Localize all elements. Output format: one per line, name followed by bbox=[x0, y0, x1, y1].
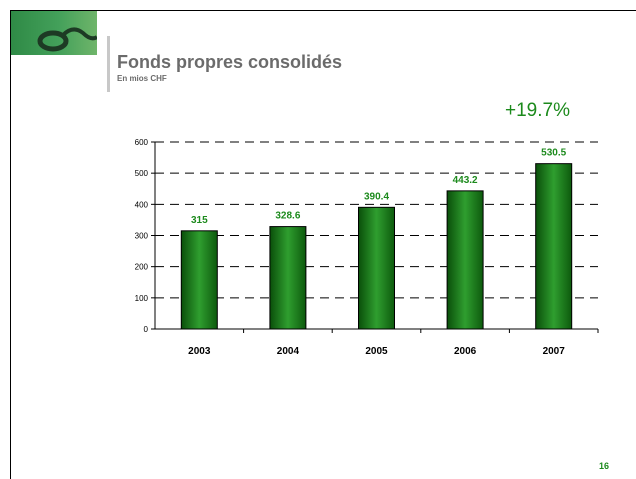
bar-2004 bbox=[269, 226, 307, 330]
y-tick-label: 600 bbox=[135, 138, 149, 147]
y-tick-label: 0 bbox=[144, 325, 149, 334]
bar-2003 bbox=[180, 230, 218, 330]
company-logo bbox=[11, 11, 97, 55]
x-tick-label: 2005 bbox=[365, 346, 388, 357]
bar-2007 bbox=[535, 163, 573, 330]
data-label: 328.6 bbox=[275, 211, 300, 222]
y-tick-label: 500 bbox=[135, 169, 149, 178]
growth-label: +19.7% bbox=[505, 100, 570, 121]
labels: 0 100 200 300 400 500 600 315 2003 328.6 2004 390.4… bbox=[135, 138, 567, 357]
x-tick-label: 2004 bbox=[277, 346, 300, 357]
data-label: 530.5 bbox=[541, 148, 566, 159]
y-tick-label: 200 bbox=[135, 263, 149, 272]
slide-top-border bbox=[10, 10, 636, 11]
bar-2006 bbox=[446, 190, 484, 330]
bars bbox=[180, 163, 573, 330]
page-number: 16 bbox=[599, 461, 610, 471]
y-tick-label: 100 bbox=[135, 294, 149, 303]
y-tick-label: 300 bbox=[135, 232, 149, 241]
title-accent-rule bbox=[107, 36, 110, 92]
slide-title: Fonds propres consolidés bbox=[117, 52, 343, 72]
x-tick-label: 2003 bbox=[188, 346, 211, 357]
data-label: 390.4 bbox=[364, 191, 389, 202]
x-tick-label: 2007 bbox=[543, 346, 566, 357]
bar-2005 bbox=[358, 206, 395, 330]
slide-subtitle: En mios CHF bbox=[117, 74, 167, 83]
slide-left-border bbox=[10, 10, 11, 479]
axes bbox=[151, 141, 599, 333]
data-label: 443.2 bbox=[453, 175, 478, 186]
x-tick-label: 2006 bbox=[454, 346, 477, 357]
y-tick-label: 400 bbox=[135, 200, 149, 209]
data-label: 315 bbox=[191, 215, 208, 226]
